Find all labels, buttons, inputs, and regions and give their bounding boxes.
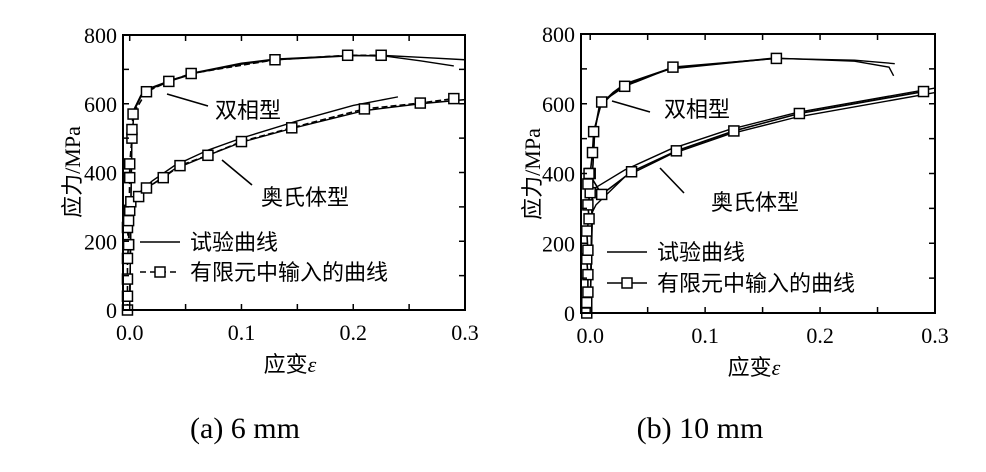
fe-curve-marker — [123, 171, 136, 184]
fe-curve-marker — [625, 166, 638, 178]
panel-caption: (a) 6 mm — [190, 412, 300, 445]
fe-curve-marker — [414, 97, 427, 109]
y-tick-label: 0 — [106, 298, 117, 323]
y-tick-label: 400 — [84, 161, 117, 186]
fe-curve-marker — [123, 158, 136, 170]
fe-curve-marker — [587, 125, 600, 138]
x-tick-label: 0.0 — [576, 323, 604, 348]
legend-entry-fe: 有限元中输入的曲线 — [657, 271, 855, 296]
legend-fe-marker-icon — [621, 277, 633, 289]
x-tick-label: 0.2 — [339, 320, 367, 345]
fe-curve-marker — [448, 92, 460, 105]
annotation-label: 奥氏体型 — [261, 185, 349, 210]
fe-curve-marker — [586, 146, 599, 159]
fe-curve-marker — [140, 85, 153, 98]
fe-curve-marker — [582, 244, 594, 256]
y-tick-label: 800 — [84, 23, 117, 48]
fe-curve-marker — [618, 80, 631, 93]
x-axis-label: 应变ε — [264, 352, 317, 377]
x-tick-label: 0.1 — [691, 323, 719, 348]
fe-curve-marker — [375, 49, 387, 62]
legend-entry-test: 试验曲线 — [190, 230, 278, 255]
annotation-leader-line — [221, 159, 253, 186]
fe-curve-marker — [286, 122, 298, 134]
x-axis-label-symbol: ε — [772, 355, 781, 380]
fe-curve-marker — [235, 135, 248, 148]
x-axis-label-text: 应变 — [264, 352, 308, 377]
fe-curve-marker — [728, 125, 740, 137]
x-tick-label: 0.0 — [116, 320, 144, 345]
fe-curve-marker — [157, 171, 169, 184]
fe-curve-marker — [132, 190, 145, 203]
y-axis-label: 应力/MPa — [60, 126, 85, 218]
legend-entry-test: 试验曲线 — [657, 240, 745, 265]
fe-curve-marker — [582, 199, 594, 211]
fe-curve-marker — [202, 149, 214, 162]
fe-curve-marker — [770, 52, 783, 65]
fe-curve-marker — [582, 268, 594, 281]
fe-curve-marker — [269, 54, 281, 66]
y-tick-label: 200 — [542, 231, 575, 256]
panel-caption: (b) 10 mm — [637, 412, 764, 445]
legend-entry-fe: 有限元中输入的曲线 — [190, 260, 388, 285]
fe-curve-marker — [174, 159, 186, 172]
x-tick-label: 0.3 — [451, 320, 479, 345]
y-tick-label: 800 — [542, 22, 575, 47]
annotation-label: 双相型 — [664, 97, 730, 122]
fe-curve-marker — [793, 107, 806, 120]
fe-curve-line — [126, 97, 454, 245]
annotation-leader-line — [659, 167, 685, 194]
fe-curve-marker — [595, 188, 608, 201]
chart-panel-b: 0 200 400 600 800 0.0 0.1 0.2 0.3 应变ε 应力/MPa 双相型奥氏体… — [520, 22, 949, 445]
test-curve-line — [589, 91, 936, 314]
fe-curve-marker — [667, 61, 679, 73]
fe-curve-marker — [582, 178, 594, 190]
x-axis-label-text: 应变 — [728, 355, 772, 380]
legend-fe-marker-icon — [154, 266, 166, 278]
fe-curve-marker — [917, 85, 930, 98]
x-axis-label-symbol: ε — [308, 352, 317, 377]
fe-curve-marker — [580, 225, 593, 237]
fe-curve-marker — [582, 286, 594, 298]
fe-curve-marker — [358, 103, 371, 115]
annotation-label: 双相型 — [215, 98, 281, 123]
y-tick-label: 200 — [84, 229, 117, 254]
fe-curve-marker — [127, 108, 139, 120]
fe-curve-marker — [580, 296, 593, 309]
fe-curve-marker — [595, 96, 608, 108]
fe-curve-marker — [140, 182, 153, 194]
annotation-leader-line — [166, 93, 209, 107]
x-tick-label: 0.2 — [806, 323, 834, 348]
chart-panel-a: 0 200 400 600 800 0.0 0.1 0.2 0.3 应变ε 应力/MPa 双相型奥氏体… — [60, 23, 479, 445]
fe-curve-marker — [670, 145, 683, 157]
x-tick-label: 0.3 — [921, 323, 949, 348]
fe-curve-marker — [163, 75, 175, 88]
y-tick-label: 0 — [564, 301, 575, 326]
y-tick-label: 600 — [84, 92, 117, 117]
fe-curve-marker — [122, 214, 135, 227]
x-tick-label: 0.1 — [228, 320, 256, 345]
fe-curve-marker — [341, 49, 354, 62]
fe-curve-marker — [583, 213, 595, 225]
y-tick-label: 400 — [542, 162, 575, 187]
y-tick-label: 600 — [542, 92, 575, 117]
annotation-leader-line — [611, 100, 651, 113]
fe-curve-marker — [126, 123, 138, 136]
annotation-label: 奥氏体型 — [711, 190, 799, 215]
fe-curve-marker — [185, 67, 197, 80]
y-axis-label: 应力/MPa — [520, 128, 545, 220]
x-axis-label: 应变ε — [728, 355, 781, 380]
